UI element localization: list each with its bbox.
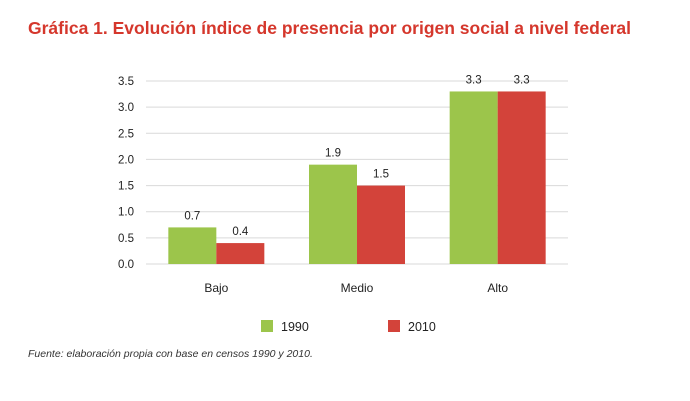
data-label: 3.3 bbox=[514, 74, 530, 86]
y-tick-label: 3.0 bbox=[118, 102, 134, 114]
bar-2010-bajo bbox=[216, 243, 265, 264]
y-tick-label: 0.5 bbox=[118, 233, 134, 245]
legend-label: 2010 bbox=[408, 320, 436, 334]
data-label: 3.3 bbox=[466, 74, 482, 86]
y-tick-label: 1.0 bbox=[118, 207, 134, 219]
data-label: 0.4 bbox=[232, 226, 249, 238]
data-label: 0.7 bbox=[184, 210, 200, 222]
y-tick-label: 2.0 bbox=[118, 154, 134, 166]
y-tick-label: 3.5 bbox=[118, 76, 134, 88]
bar-2010-alto bbox=[497, 91, 546, 264]
x-category-label: Bajo bbox=[204, 281, 228, 295]
data-label: 1.5 bbox=[373, 169, 389, 181]
data-label: 1.9 bbox=[325, 148, 341, 160]
chart-title: Gráfica 1. Evolución índice de presencia… bbox=[28, 18, 631, 38]
x-category-label: Alto bbox=[487, 281, 508, 295]
bar-1990-bajo bbox=[168, 227, 217, 264]
y-tick-label: 1.5 bbox=[118, 181, 134, 193]
legend-label: 1990 bbox=[281, 320, 309, 334]
legend-swatch-1990 bbox=[261, 320, 273, 332]
y-tick-label: 0.0 bbox=[118, 259, 134, 271]
bar-1990-alto bbox=[449, 91, 498, 264]
source-note: Fuente: elaboración propia con base en c… bbox=[28, 348, 313, 360]
legend-swatch-2010 bbox=[388, 320, 400, 332]
bar-2010-medio bbox=[357, 185, 405, 264]
bar-1990-medio bbox=[309, 164, 357, 264]
x-category-label: Medio bbox=[341, 281, 374, 295]
y-tick-label: 2.5 bbox=[118, 128, 134, 140]
